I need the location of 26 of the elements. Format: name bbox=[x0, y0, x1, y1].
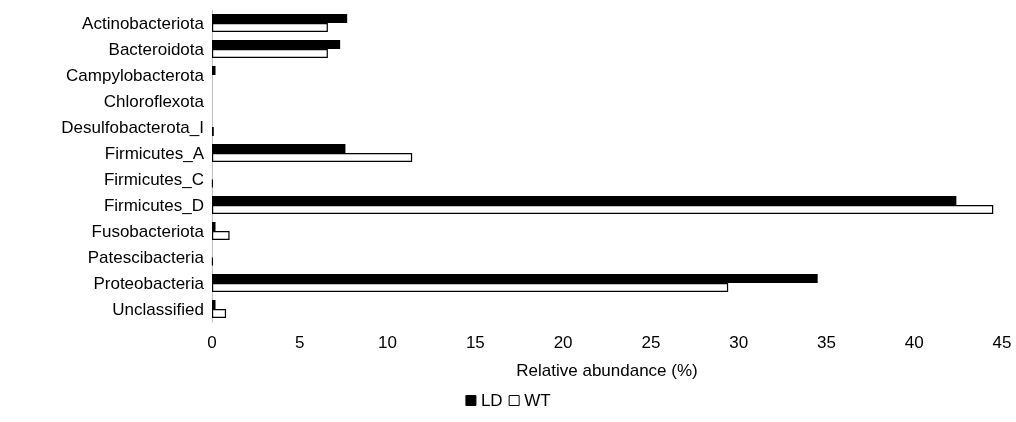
y-tick-label: Firmicutes_C bbox=[103, 169, 204, 189]
x-tick-label: 35 bbox=[816, 333, 836, 352]
y-tick-label: Desulfobacterota_I bbox=[61, 117, 204, 137]
y-tick-label: Fusobacteriota bbox=[91, 221, 205, 241]
x-tick-label: 40 bbox=[904, 333, 924, 352]
y-tick-label: Actinobacteriota bbox=[82, 13, 205, 33]
y-tick-label: Chloroflexota bbox=[103, 91, 205, 111]
y-tick-label: Firmicutes_D bbox=[103, 195, 204, 215]
y-tick-label: Bacteroidota bbox=[108, 39, 205, 59]
y-tick-label: Firmicutes_A bbox=[104, 143, 205, 163]
y-tick-label: Proteobacteria bbox=[93, 273, 205, 293]
x-tick-label: 45 bbox=[992, 333, 1012, 352]
y-tick-label: Patescibacteria bbox=[87, 247, 205, 267]
x-tick-label: 30 bbox=[729, 333, 749, 352]
y-tick-label: Campylobacterota bbox=[66, 65, 205, 85]
x-tick-label: 25 bbox=[641, 333, 661, 352]
x-tick-label: 20 bbox=[553, 333, 573, 352]
x-axis-title: Relative abundance (%) bbox=[516, 361, 698, 380]
x-tick-label: 15 bbox=[465, 333, 485, 352]
y-tick-label: Unclassified bbox=[112, 299, 204, 319]
legend-label: WT bbox=[524, 391, 551, 410]
x-tick-label: 0 bbox=[207, 333, 217, 352]
legend-label: LD bbox=[480, 391, 503, 410]
x-tick-label: 5 bbox=[295, 333, 305, 352]
bar bbox=[212, 66, 216, 75]
x-tick-label: 10 bbox=[378, 333, 398, 352]
